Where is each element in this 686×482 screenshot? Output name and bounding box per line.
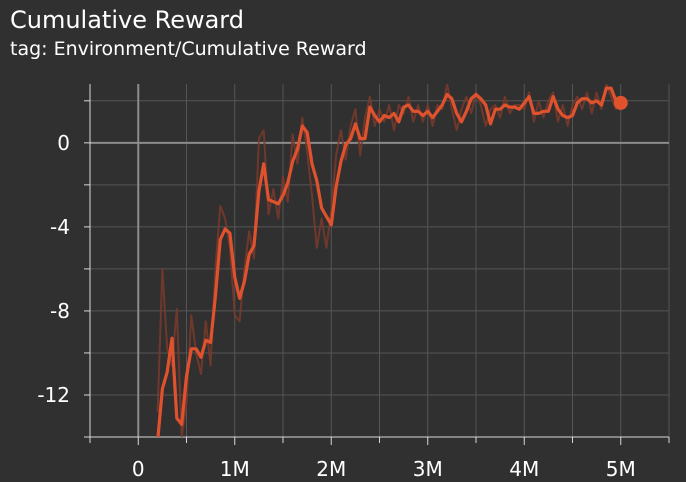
x-tick-label: 2M <box>316 457 346 481</box>
y-tick-label: -4 <box>50 215 70 239</box>
tick-label-layer: 0 1M 2M 3M 4M 5M 0 -4 -8 -12 <box>37 131 635 481</box>
x-tick-label: 4M <box>509 457 539 481</box>
last-point-marker <box>613 95 628 110</box>
smoothed-series-line <box>156 86 623 437</box>
grid-layer <box>89 84 670 438</box>
x-tick-label: 5M <box>606 457 636 481</box>
chart-title: Cumulative Reward <box>10 6 244 34</box>
x-tick-label: 0 <box>132 457 145 481</box>
axis-layer <box>84 84 670 445</box>
raw-series-line <box>156 84 622 437</box>
y-tick-label: -8 <box>50 299 70 323</box>
y-tick-label: 0 <box>57 131 70 155</box>
chart-subtitle: tag: Environment/Cumulative Reward <box>10 38 367 60</box>
series-layer <box>156 84 628 437</box>
x-tick-label: 1M <box>220 457 250 481</box>
y-tick-label: -12 <box>37 383 70 407</box>
x-tick-label: 3M <box>413 457 443 481</box>
